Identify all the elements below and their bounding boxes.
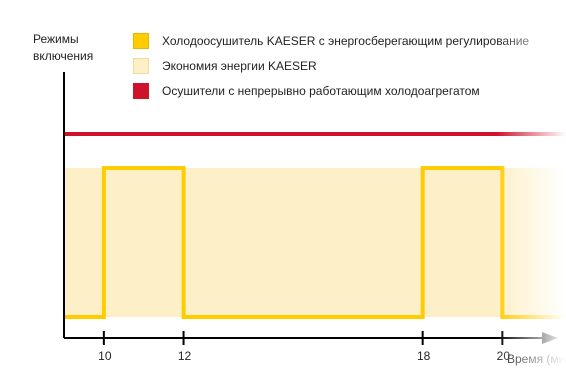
legend-label-energy-savings: Экономия энергии KAESER xyxy=(162,58,317,73)
x-tick-label-12: 12 xyxy=(178,349,192,363)
legend-item-energy-savings: Экономия энергии KAESER xyxy=(133,56,529,75)
legend-label-continuous-dryers: Осушители с непрерывно работающим холодо… xyxy=(162,83,480,98)
legend-item-continuous-dryers: Осушители с непрерывно работающим холодо… xyxy=(133,81,529,100)
legend: Холодоосушитель KAESER с энергосберегающ… xyxy=(133,31,529,106)
legend-swatch-continuous-dryers xyxy=(133,82,149,99)
y-axis-label: Режимы включения xyxy=(33,32,94,63)
legend-label-kaeser-dryer: Холодоосушитель KAESER с энергосберегающ… xyxy=(162,33,530,48)
x-tick-label-10: 10 xyxy=(98,349,112,363)
legend-item-kaeser-dryer: Холодоосушитель KAESER с энергосберегающ… xyxy=(133,31,529,50)
legend-swatch-energy-savings xyxy=(133,57,149,74)
x-axis-label: Время (ми xyxy=(507,352,566,366)
x-axis-arrow xyxy=(542,332,558,344)
savings-area xyxy=(64,168,566,317)
x-tick-label-18: 18 xyxy=(417,349,431,363)
legend-swatch-kaeser-dryer xyxy=(133,32,149,49)
